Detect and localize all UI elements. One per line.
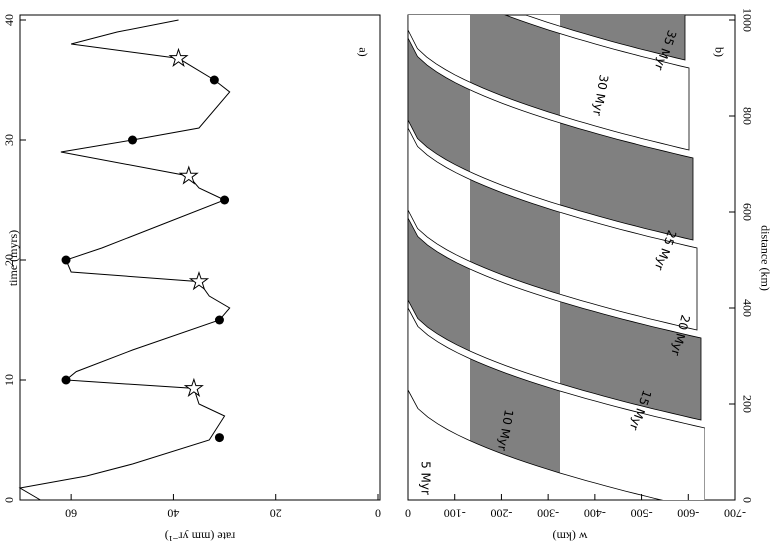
layer-label: 5 Myr (419, 461, 433, 495)
star-marker (168, 47, 189, 67)
y-tick-label: 0 (405, 506, 411, 520)
x-tick-label: 600 (740, 203, 754, 221)
y-tick-label: 60 (65, 506, 77, 520)
band-segment (470, 89, 560, 206)
y-tick-label: 40 (167, 506, 179, 520)
band-segment (470, 268, 560, 385)
x-tick-label: 0 (2, 497, 16, 503)
y-tick-label: -300 (537, 506, 559, 520)
y-axis-label: w (km) (553, 529, 588, 543)
y-tick-label: 20 (270, 506, 282, 520)
circle-marker (61, 375, 71, 385)
band-segment (408, 217, 470, 352)
band-segment (470, 178, 560, 295)
circle-marker (214, 315, 224, 325)
x-axis-label: distance (km) (758, 225, 771, 291)
x-tick-label: 30 (2, 134, 16, 146)
y-tick-label: -600 (677, 506, 699, 520)
band-segment (408, 15, 470, 83)
panel-label: a) (356, 47, 370, 56)
band-segment (560, 33, 690, 151)
band-segment (560, 122, 694, 241)
x-tick-label: 40 (2, 14, 16, 26)
panel-a-frame (19, 14, 381, 501)
layer-bands (408, 15, 705, 500)
y-tick-label: 0 (375, 506, 381, 520)
y-tick-label: -700 (724, 506, 746, 520)
band-segment (560, 301, 702, 421)
circle-marker (214, 433, 224, 443)
x-tick-label: 0 (740, 497, 754, 503)
x-tick-label: 1000 (740, 8, 754, 32)
band-segment (560, 211, 698, 331)
x-tick-label: 400 (740, 299, 754, 317)
circle-marker (128, 135, 138, 145)
band-segment (470, 15, 560, 116)
x-tick-label: 200 (740, 395, 754, 413)
x-tick-label: 10 (2, 374, 16, 386)
y-tick-label: -500 (631, 506, 653, 520)
band-segment (560, 390, 705, 500)
y-tick-label: -200 (490, 506, 512, 520)
star-marker (178, 165, 199, 185)
bands-group (408, 15, 705, 500)
circle-marker (61, 255, 71, 265)
x-tick-label: 800 (740, 107, 754, 125)
y-tick-label: -400 (584, 506, 606, 520)
band-segment (408, 307, 470, 442)
x-axis-label: time (myrs) (6, 230, 20, 286)
circle-marker (209, 75, 219, 85)
circle-marker (220, 195, 230, 205)
x-tick-label: 20 (2, 254, 16, 266)
panel-label: b) (712, 47, 726, 57)
band-segment (408, 127, 470, 262)
y-tick-label: -100 (444, 506, 466, 520)
y-axis-label: rate (mm yr⁻¹) (165, 529, 236, 543)
star-marker (188, 271, 210, 291)
star-marker (183, 377, 204, 397)
band-segment (470, 358, 560, 474)
band-segment (408, 37, 470, 173)
band-segment (560, 15, 686, 61)
rate-line (18, 19, 231, 501)
band-segment (524, 15, 560, 27)
